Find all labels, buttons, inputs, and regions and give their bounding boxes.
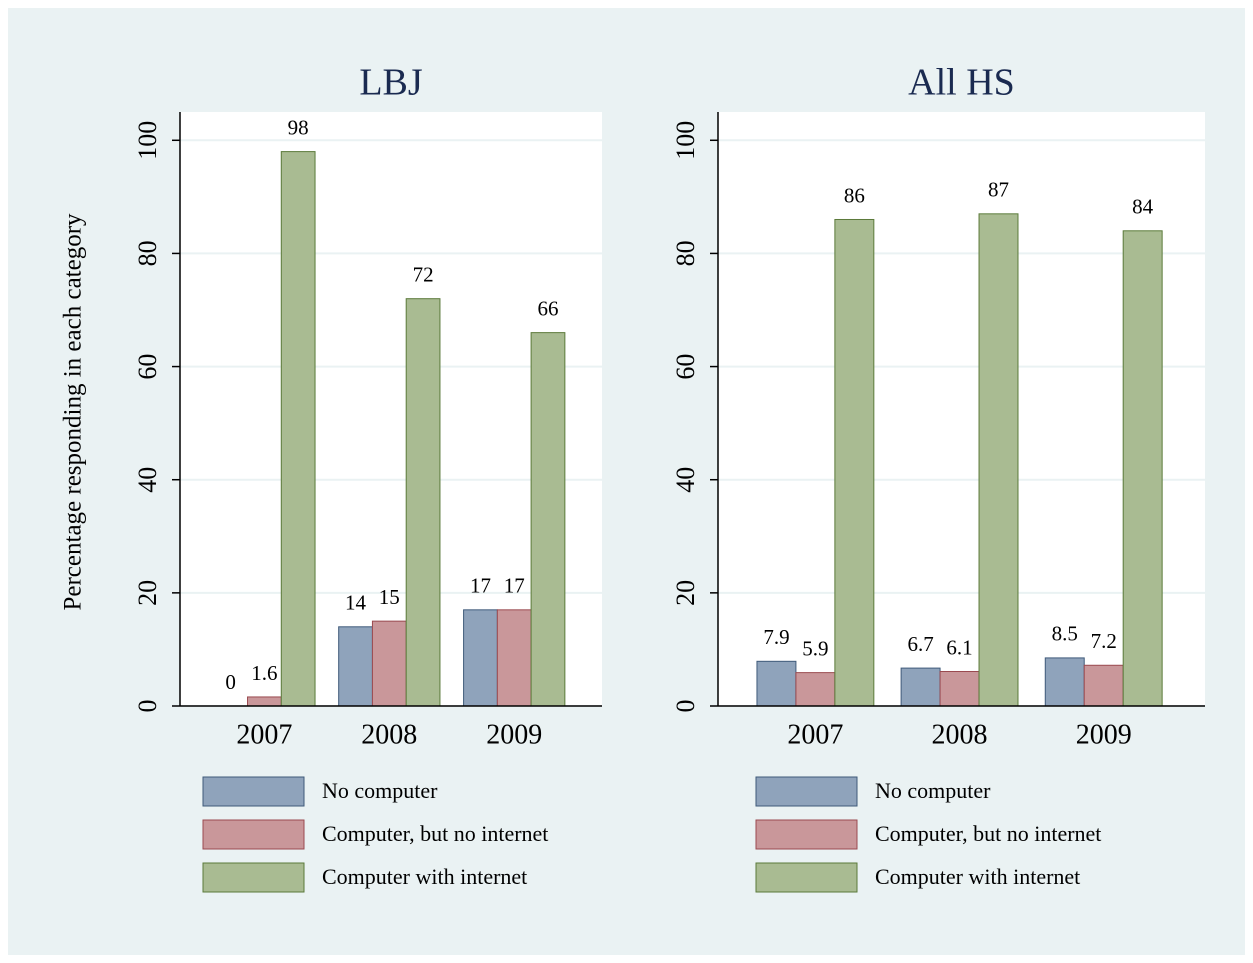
value-label: 6.1 (946, 635, 972, 659)
legend-label: No computer (875, 778, 991, 803)
bar (1083, 664, 1124, 707)
value-label: 15 (379, 585, 400, 609)
value-label: 17 (504, 574, 525, 598)
bar (756, 660, 797, 707)
y-tick-label: 20 (133, 580, 162, 606)
value-label: 5.9 (802, 636, 828, 660)
y-tick-label: 100 (133, 121, 162, 160)
y-tick-label: 80 (133, 240, 162, 266)
bar (496, 609, 532, 707)
bar (247, 696, 282, 707)
value-label: 7.2 (1091, 629, 1117, 653)
y-tick-label: 80 (671, 240, 700, 266)
y-tick-label: 40 (133, 467, 162, 493)
x-tick-label: 2007 (236, 719, 292, 750)
y-tick-label: 20 (671, 580, 700, 606)
bar (834, 218, 875, 707)
bar (405, 298, 441, 707)
bar (371, 620, 407, 707)
x-tick-label: 2007 (787, 719, 843, 750)
y-tick-label: 40 (671, 467, 700, 493)
value-label: 84 (1132, 195, 1154, 219)
value-label: 1.6 (251, 661, 277, 685)
y-tick-label: 0 (133, 700, 162, 713)
value-label: 86 (844, 183, 865, 207)
legend-swatch (202, 862, 305, 893)
bar (280, 151, 316, 707)
value-label: 6.7 (907, 632, 933, 656)
value-label: 0 (225, 670, 236, 694)
y-tick-label: 60 (133, 354, 162, 380)
bar (900, 667, 941, 707)
bar (463, 609, 498, 707)
legend-label: Computer, but no internet (322, 821, 548, 846)
bar (978, 213, 1019, 707)
value-label: 14 (345, 591, 367, 615)
value-label: 72 (413, 262, 434, 286)
value-label: 17 (470, 574, 491, 598)
bar (1044, 657, 1085, 707)
x-tick-label: 2008 (932, 719, 988, 750)
value-label: 8.5 (1052, 622, 1078, 646)
legend-swatch (755, 862, 858, 893)
bar (939, 670, 980, 707)
legend-label: No computer (322, 778, 438, 803)
y-tick-label: 100 (671, 121, 700, 160)
y-tick-label: 0 (671, 700, 700, 713)
value-label: 7.9 (763, 625, 789, 649)
legend-label: Computer, but no internet (875, 821, 1101, 846)
bar (1122, 230, 1163, 707)
y-tick-label: 60 (671, 354, 700, 380)
bar (338, 626, 373, 707)
y-axis-label: Percentage responding in each category (60, 213, 87, 611)
x-tick-label: 2008 (361, 719, 417, 750)
bar (530, 332, 566, 707)
legend-swatch (202, 776, 305, 807)
legend-swatch (202, 819, 305, 850)
value-label: 98 (288, 115, 309, 139)
value-label: 66 (537, 296, 558, 320)
x-tick-label: 2009 (486, 719, 542, 750)
legend-label: Computer with internet (875, 864, 1080, 889)
chart-title: All HS (908, 62, 1015, 104)
bar (795, 672, 836, 707)
legend-label: Computer with internet (322, 864, 527, 889)
x-tick-label: 2009 (1076, 719, 1132, 750)
legend-swatch (755, 776, 858, 807)
legend-swatch (755, 819, 858, 850)
chart-title: LBJ (359, 62, 422, 104)
value-label: 87 (988, 178, 1009, 202)
